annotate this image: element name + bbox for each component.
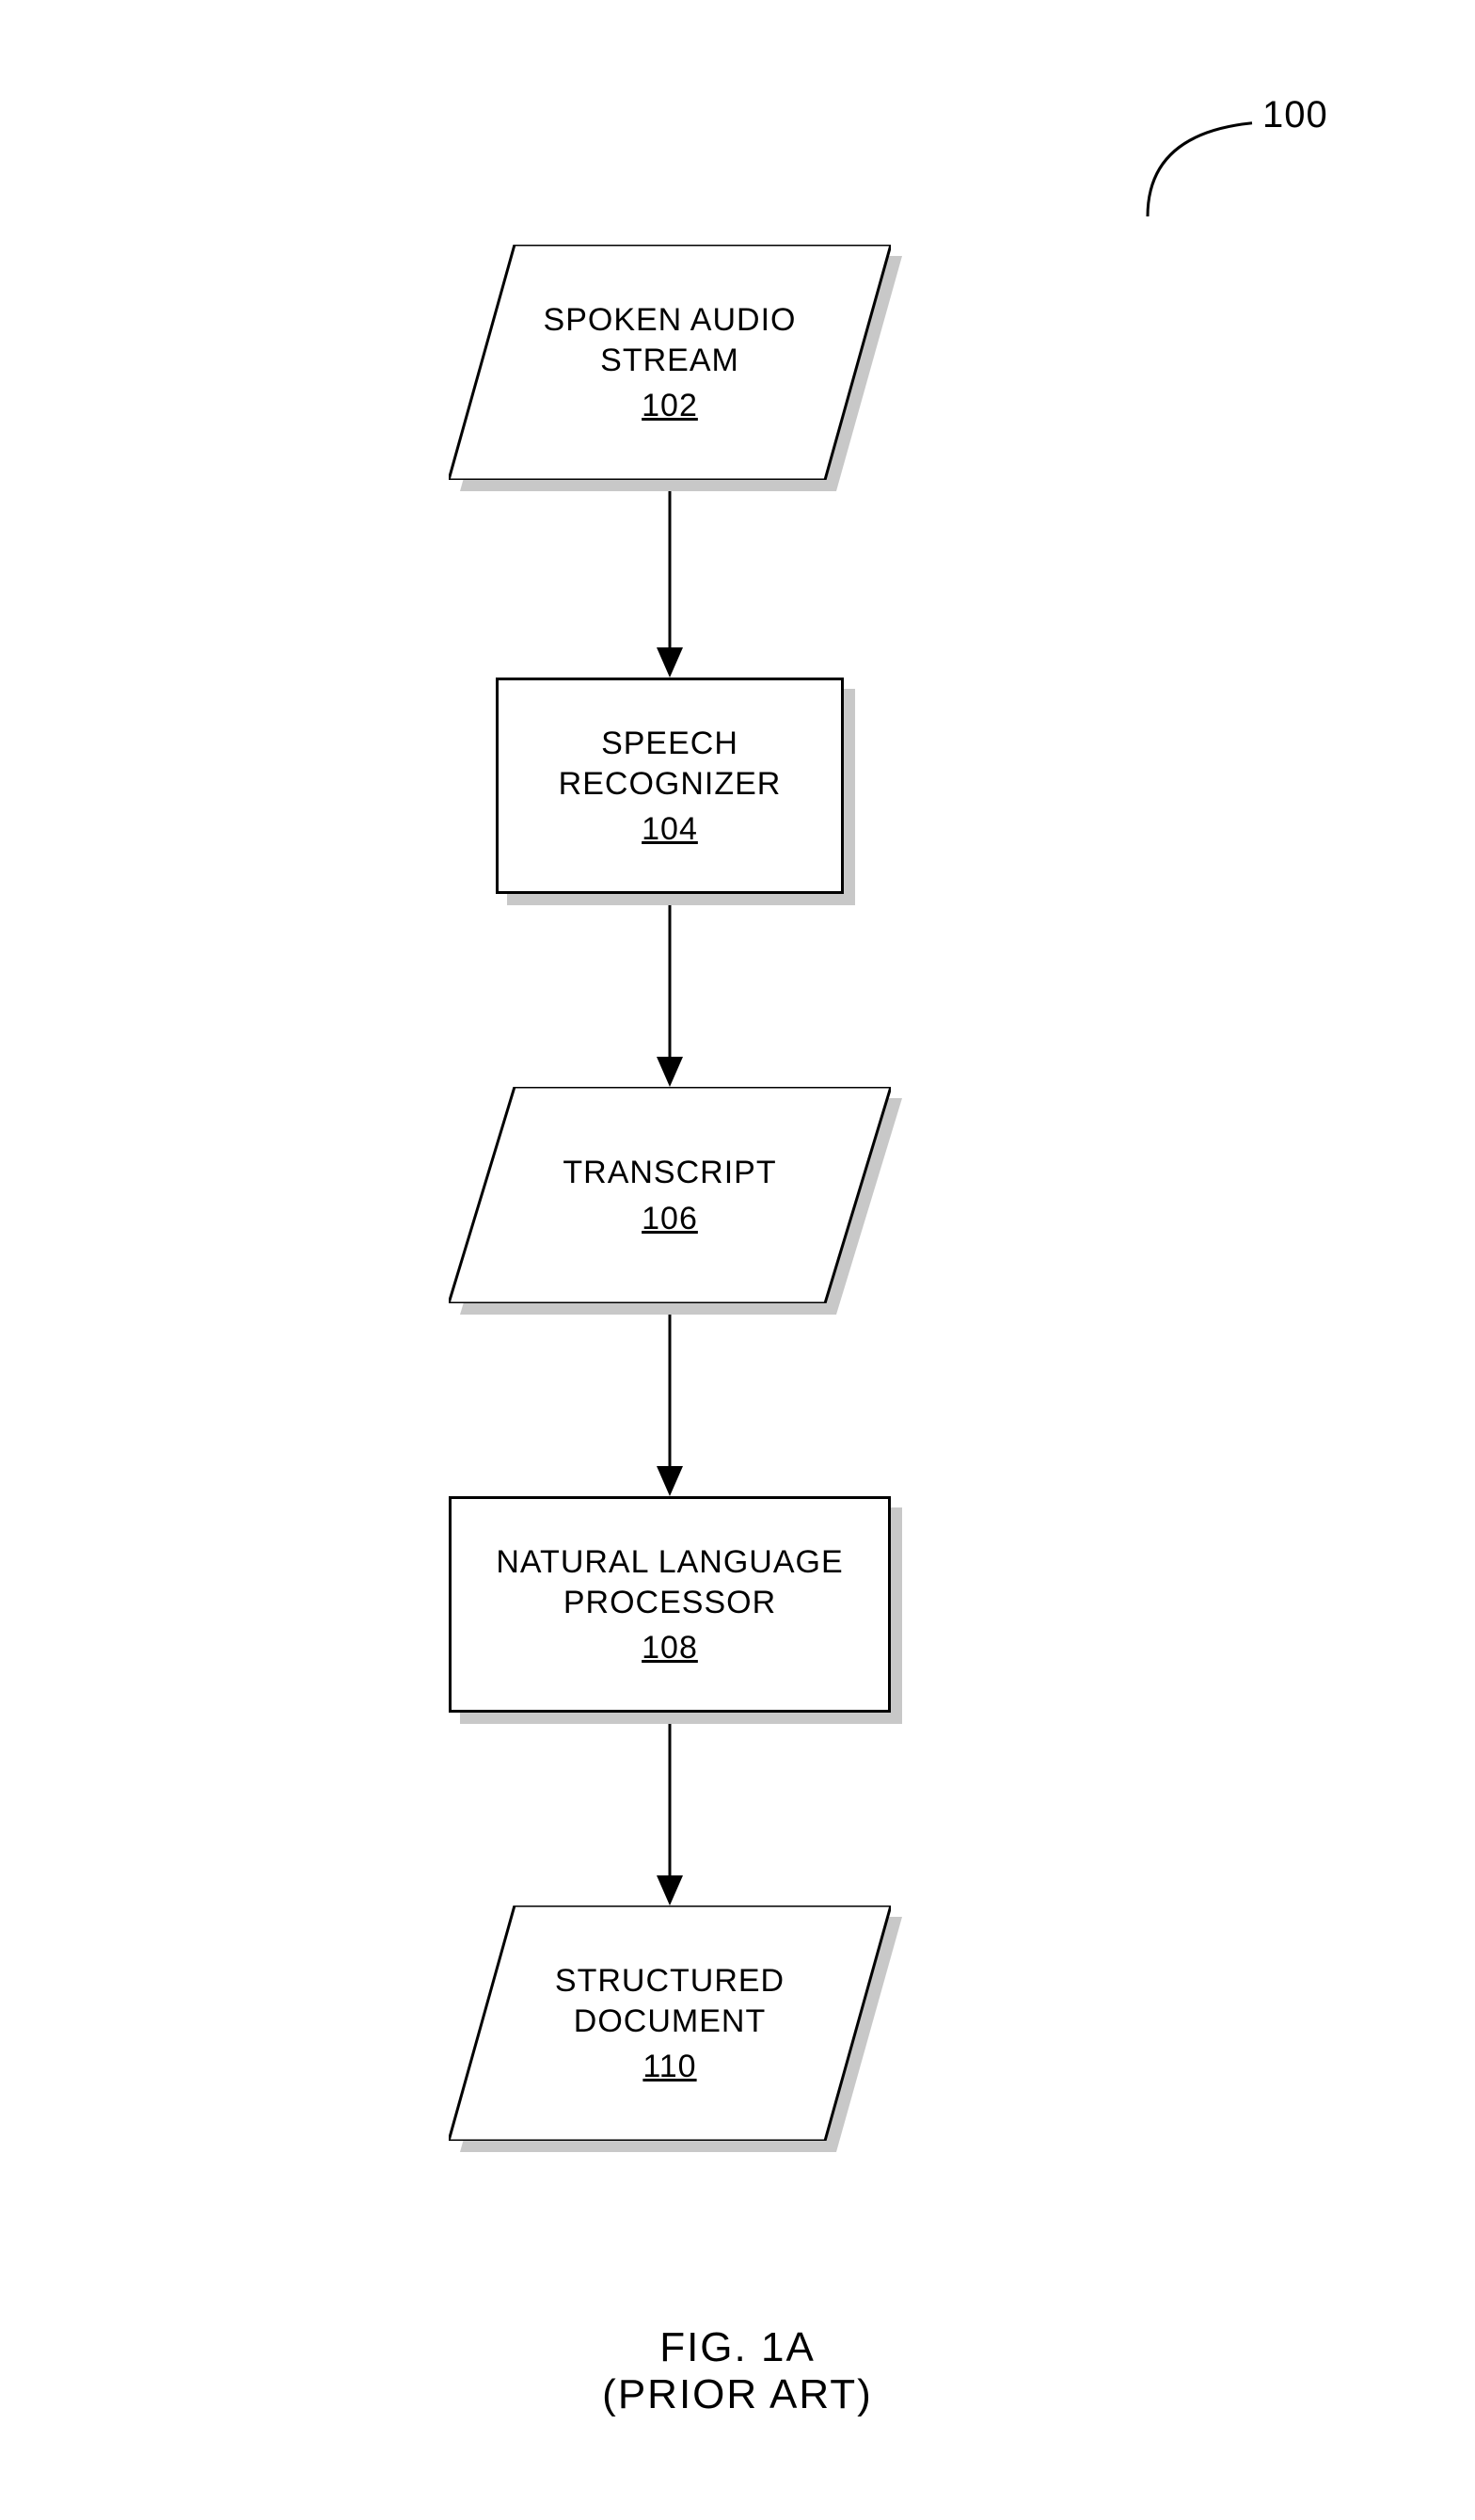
flowchart-data-node: TRANSCRIPT106 [449,1087,902,1315]
caption-line: FIG. 1A [0,2324,1475,2371]
reference-number: 104 [642,811,698,848]
caption-line: (PRIOR ART) [0,2371,1475,2418]
reference-number: 108 [642,1630,698,1667]
diagram-canvas: SPOKEN AUDIOSTREAM102 SPEECHRECOGNIZER 104… [0,0,1475,2520]
flow-arrow [655,1724,685,1906]
flowchart-process-node: NATURAL LANGUAGEPROCESSOR 108 [449,1496,902,1724]
node-label: PROCESSOR [563,1583,776,1623]
flowchart-process-node: SPEECHRECOGNIZER 104 [496,678,855,905]
flowchart-data-node: SPOKEN AUDIOSTREAM102 [449,245,902,491]
node-label: SPEECH [601,724,738,764]
flow-arrow [655,905,685,1087]
figure-reference-number: 100 [1262,94,1328,136]
flow-arrow [655,491,685,678]
flow-arrow [655,1315,685,1496]
node-label: NATURAL LANGUAGE [496,1542,843,1583]
figure-caption: FIG. 1A(PRIOR ART) [0,2324,1475,2418]
node-label: RECOGNIZER [559,764,782,805]
flowchart-data-node: STRUCTUREDDOCUMENT110 [449,1906,902,2152]
